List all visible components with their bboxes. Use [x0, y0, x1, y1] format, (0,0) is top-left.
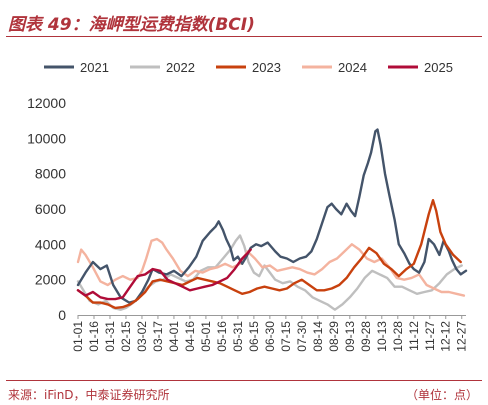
y-tick-label-8000: 8000 [35, 166, 66, 182]
y-tick-label-4000: 4000 [35, 236, 66, 252]
y-tick-label-2000: 2000 [35, 272, 66, 288]
x-tick-label-09-13: 09-13 [343, 321, 357, 352]
chart-title: 图表 49：海岬型运费指数(BCI) [8, 15, 255, 35]
x-tick-label-06-15: 06-15 [247, 321, 261, 352]
x-tick-label-12-27: 12-27 [455, 321, 469, 352]
x-tick-label-10-28: 10-28 [391, 321, 405, 352]
y-tick-label-10000: 10000 [27, 130, 66, 146]
source-note: 来源：iFinD，中泰证券研究所 [8, 388, 170, 402]
x-tick-label-11-12: 11-12 [407, 321, 421, 351]
y-tick-label-6000: 6000 [35, 201, 66, 217]
x-tick-label-01-01: 01-01 [71, 321, 85, 352]
unit-note: （单位：点） [405, 388, 478, 402]
x-tick-label-01-16: 01-16 [87, 321, 101, 352]
x-tick-label-12-12: 12-12 [439, 321, 453, 352]
x-tick-label-08-29: 08-29 [327, 321, 341, 352]
y-tick-label-12000: 12000 [27, 95, 66, 111]
y-tick-label-0: 0 [58, 307, 66, 323]
x-tick-label-01-31: 01-31 [103, 321, 117, 352]
legend-label-2024: 2024 [338, 60, 367, 75]
series-line-2025 [76, 248, 252, 301]
x-tick-label-06-30: 06-30 [263, 321, 277, 352]
x-tick-label-04-16: 04-16 [183, 321, 197, 352]
x-tick-label-07-30: 07-30 [295, 321, 309, 352]
legend-label-2022: 2022 [166, 60, 195, 75]
legend-label-2023: 2023 [252, 60, 281, 75]
series-line-2023 [76, 199, 462, 310]
x-tick-label-04-01: 04-01 [167, 321, 181, 352]
x-tick-label-11-27: 11-27 [423, 321, 437, 351]
x-tick-label-05-01: 05-01 [199, 321, 213, 352]
title-bar: 图表 49：海岬型运费指数(BCI) [6, 6, 482, 37]
footer-rule [6, 380, 482, 381]
x-tick-label-07-15: 07-15 [279, 321, 293, 352]
legend-label-2021: 2021 [80, 60, 109, 75]
bci-line-chart: 2021 2022 2023 2024 2025 0 2000 4000 6000 8000 100… [27, 60, 469, 352]
legend-label-2025: 2025 [424, 60, 453, 75]
x-tick-label-05-31: 05-31 [231, 321, 245, 352]
x-tick-label-09-28: 09-28 [359, 321, 373, 352]
x-tick-label-08-14: 08-14 [311, 321, 325, 352]
x-tick-label-03-02: 03-02 [135, 321, 149, 352]
series-line-2021 [76, 128, 468, 304]
x-tick-label-10-13: 10-13 [375, 321, 389, 352]
x-tick-label-02-15: 02-15 [119, 321, 133, 352]
x-tick-label-05-16: 05-16 [215, 321, 229, 352]
x-tick-label-03-17: 03-17 [151, 321, 165, 352]
